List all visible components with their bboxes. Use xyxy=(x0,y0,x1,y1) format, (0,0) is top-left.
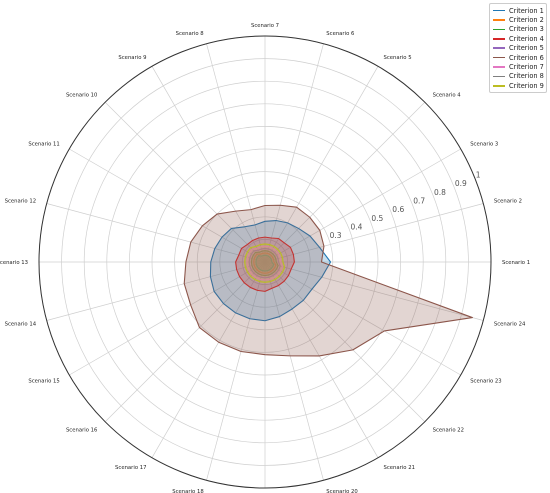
grid-spoke xyxy=(151,66,266,263)
legend-entry-criterion-3: Criterion 3 xyxy=(493,25,544,34)
category-label-scenario-11: Scenario 11 xyxy=(28,142,59,148)
radial-tick-label: 0.8 xyxy=(434,188,446,197)
legend-label: Criterion 5 xyxy=(509,44,544,53)
radial-tick-label: 0.7 xyxy=(413,197,425,206)
category-label-scenario-23: Scenario 23 xyxy=(470,379,501,385)
grid-spoke xyxy=(264,148,461,263)
grid-spoke xyxy=(69,148,266,263)
radial-tick-label: 0.6 xyxy=(392,205,404,214)
grid-spoke xyxy=(264,66,379,263)
category-label-scenario-20: Scenario 20 xyxy=(326,489,358,493)
category-label-scenario-9: Scenario 9 xyxy=(118,55,146,61)
grid-spoke xyxy=(46,203,266,263)
series-criterion-5 xyxy=(248,247,281,279)
chart-legend: Criterion 1 Criterion 2 Criterion 3 Criteri… xyxy=(489,3,547,93)
radar-grid xyxy=(38,35,492,489)
legend-label: Criterion 2 xyxy=(509,16,544,25)
legend-label: Criterion 7 xyxy=(509,63,544,72)
grid-spoke xyxy=(264,261,461,376)
category-label-scenario-4: Scenario 4 xyxy=(433,92,462,98)
legend-label: Criterion 6 xyxy=(509,53,544,62)
category-label-scenario-2: Scenario 2 xyxy=(494,199,522,205)
legend-entry-criterion-2: Criterion 2 xyxy=(493,15,544,25)
radial-tick-label: 1 xyxy=(476,171,481,180)
category-label-scenario-5: Scenario 5 xyxy=(384,55,412,61)
category-label-scenario-14: Scenario 14 xyxy=(5,321,37,327)
category-label-scenario-10: Scenario 10 xyxy=(66,92,98,98)
legend-entry-criterion-8: Criterion 8 xyxy=(493,72,544,81)
grid-spoke xyxy=(264,261,484,321)
grid-spoke xyxy=(264,261,324,481)
grid-spoke xyxy=(264,261,379,458)
grid-spoke xyxy=(46,261,266,321)
legend-swatch xyxy=(493,85,505,87)
legend-label: Criterion 4 xyxy=(509,34,544,43)
legend-swatch xyxy=(493,56,505,59)
legend-swatch xyxy=(493,66,505,68)
grid-spoke xyxy=(264,101,426,263)
series-criterion-4 xyxy=(235,236,295,292)
series-criterion-9 xyxy=(244,243,286,283)
legend-label: Criterion 1 xyxy=(509,6,544,15)
grid-spoke xyxy=(264,261,426,423)
category-label-scenario-7: Scenario 7 xyxy=(251,23,279,29)
category-label-scenario-22: Scenario 22 xyxy=(433,428,464,434)
grid-spoke xyxy=(264,203,484,263)
grid-spoke xyxy=(151,261,266,458)
legend-swatch xyxy=(493,75,505,78)
category-label-scenario-15: Scenario 15 xyxy=(28,379,59,385)
grid-spoke xyxy=(264,43,324,263)
legend-entry-criterion-9: Criterion 9 xyxy=(493,81,544,90)
legend-entry-criterion-1: Criterion 1 xyxy=(493,6,544,15)
category-label-scenario-6: Scenario 6 xyxy=(326,31,355,37)
category-label-scenario-8: Scenario 8 xyxy=(176,31,205,37)
radar-labels: Scenario 1 Scenario 2 Scenario 3 Scenario 4… xyxy=(0,23,530,493)
legend-entry-criterion-5: Criterion 5 xyxy=(493,44,544,53)
radial-tick-label: 0.9 xyxy=(455,179,467,188)
grid-spoke xyxy=(104,101,266,263)
legend-swatch xyxy=(493,19,505,21)
series-criterion-7 xyxy=(246,245,284,281)
grid-spoke xyxy=(69,261,266,376)
legend-entry-criterion-6: Criterion 6 xyxy=(493,53,544,62)
series-criterion-1 xyxy=(209,219,332,322)
legend-label: Criterion 8 xyxy=(509,72,544,81)
category-label-scenario-1: Scenario 1 xyxy=(502,260,530,266)
radial-tick-label: 0.4 xyxy=(351,222,363,231)
legend-entry-criterion-4: Criterion 4 xyxy=(493,34,544,43)
legend-entry-criterion-7: Criterion 7 xyxy=(493,62,544,72)
legend-label: Criterion 3 xyxy=(509,25,544,34)
category-label-scenario-13: Scenario 13 xyxy=(0,260,28,266)
category-label-scenario-16: Scenario 16 xyxy=(66,428,98,434)
polar-frame xyxy=(38,35,492,489)
category-label-scenario-21: Scenario 21 xyxy=(384,465,415,471)
series-criterion-6 xyxy=(183,204,473,357)
legend-swatch xyxy=(493,47,505,50)
grid-spoke xyxy=(206,261,266,481)
category-label-scenario-12: Scenario 12 xyxy=(5,199,36,205)
grid-spoke xyxy=(206,43,266,263)
radar-series xyxy=(183,204,473,357)
category-label-scenario-18: Scenario 18 xyxy=(172,489,204,493)
radial-tick-label: 0.5 xyxy=(371,214,383,223)
grid-spoke xyxy=(104,261,266,423)
category-label-scenario-3: Scenario 3 xyxy=(470,142,498,148)
category-label-scenario-24: Scenario 24 xyxy=(494,321,526,327)
series-criterion-8 xyxy=(255,254,275,272)
legend-swatch xyxy=(493,38,505,40)
category-label-scenario-17: Scenario 17 xyxy=(115,465,146,471)
legend-swatch xyxy=(493,9,505,12)
legend-swatch xyxy=(493,28,505,31)
legend-label: Criterion 9 xyxy=(509,81,544,90)
radial-tick-label: 0.3 xyxy=(330,231,342,240)
